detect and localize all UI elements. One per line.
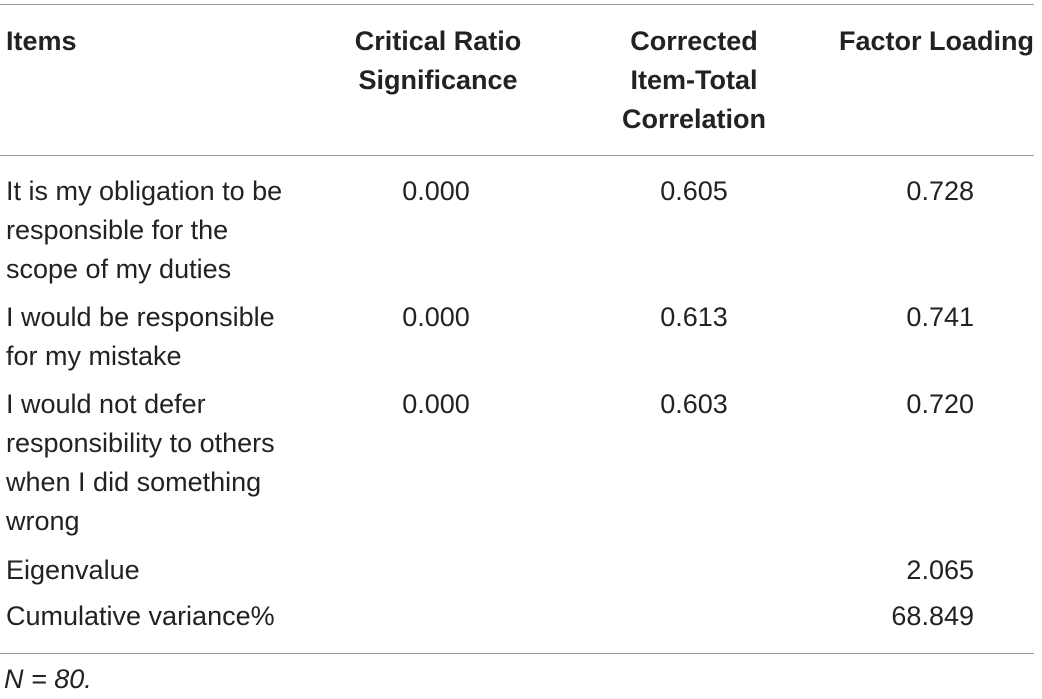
top-rule (0, 4, 1034, 5)
header-items: Items (6, 26, 77, 56)
row-item-line: responsible for the (6, 215, 229, 245)
row-critical-ratio: 0.000 (402, 176, 470, 206)
row-critical-ratio: 0.000 (402, 389, 470, 419)
row-factor-loading: 0.741 (906, 302, 974, 332)
header-critical-ratio-line1: Critical Ratio (354, 26, 522, 56)
header-corrected-line2: Item-Total (630, 65, 758, 95)
row-item-line: I would not defer (6, 389, 206, 419)
header-rule (0, 155, 1034, 156)
row-item-line: wrong (6, 506, 80, 536)
row-corrected: 0.605 (660, 176, 728, 206)
bottom-rule (0, 653, 1034, 654)
row-item-line: responsibility to others (6, 428, 275, 458)
header-corrected-line1: Corrected (630, 26, 758, 56)
summary-factor-loading: 68.849 (891, 601, 974, 631)
row-corrected: 0.613 (660, 302, 728, 332)
row-corrected: 0.603 (660, 389, 728, 419)
summary-label: Cumulative variance% (6, 601, 275, 631)
row-item-line: when I did something (6, 467, 262, 497)
header-critical-ratio-line2: Significance (358, 65, 518, 95)
summary-factor-loading: 2.065 (906, 555, 974, 585)
table-note: N = 80. (4, 664, 92, 694)
header-factor-loading: Factor Loading (839, 26, 1034, 56)
row-critical-ratio: 0.000 (402, 302, 470, 332)
row-item-line: scope of my duties (6, 254, 232, 284)
summary-label: Eigenvalue (6, 555, 140, 585)
header-corrected-line3: Correlation (621, 104, 767, 134)
row-item-line: I would be responsible (6, 302, 275, 332)
row-factor-loading: 0.720 (906, 389, 974, 419)
row-item-line: It is my obligation to be (6, 176, 283, 206)
row-item-line: for my mistake (6, 341, 182, 371)
row-factor-loading: 0.728 (906, 176, 974, 206)
